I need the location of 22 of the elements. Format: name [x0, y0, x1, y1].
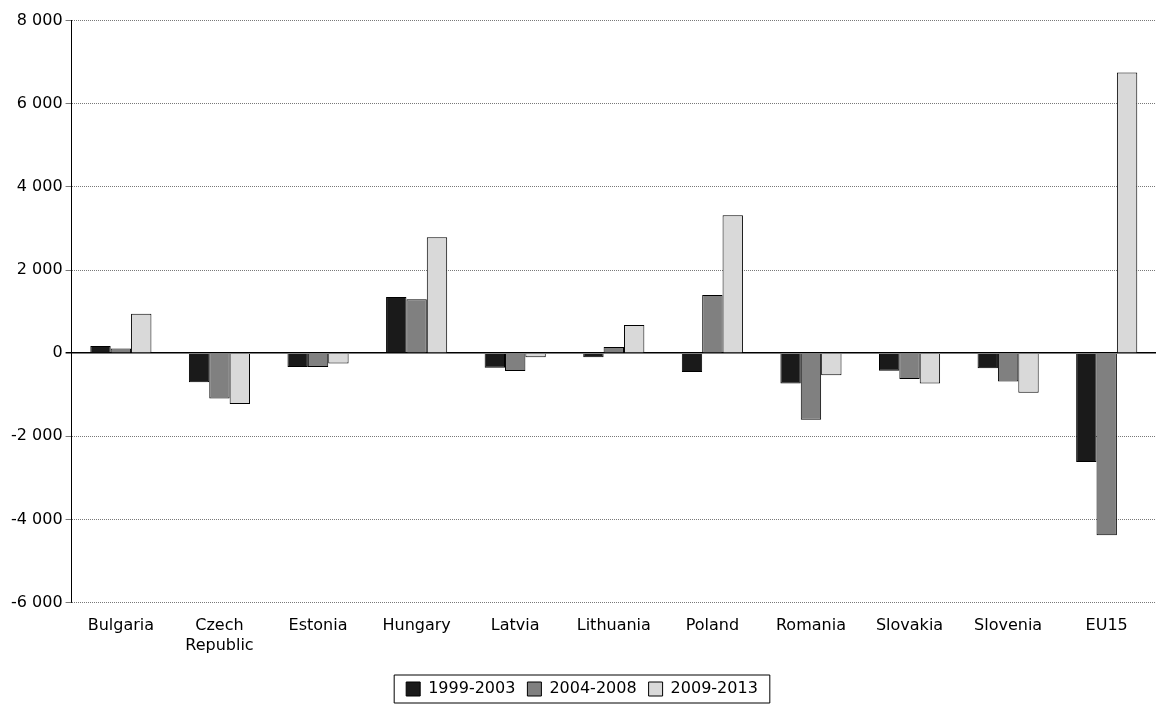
y-tick-label: -6 000	[11, 591, 63, 611]
y-tick-label: 6 000	[16, 92, 63, 112]
y-tick-label: 8 000	[16, 9, 63, 29]
y-tick-label: 4 000	[16, 176, 63, 196]
y-tick-label: 2 000	[16, 259, 63, 279]
x-tick-label: Slovakia	[875, 615, 944, 635]
x-tick-label: Czech Republic	[185, 615, 254, 654]
legend-label: 2009-2013	[670, 678, 758, 698]
y-tick-label: -2 000	[11, 425, 63, 445]
x-tick-label: Estonia	[288, 615, 348, 635]
x-tick-label: EU15	[1085, 615, 1128, 635]
legend-label: 2004-2008	[549, 678, 637, 698]
legend-label: 1999-2003	[428, 678, 516, 698]
x-tick-label: Lithuania	[576, 615, 651, 635]
y-tick-label: 0	[52, 342, 63, 362]
x-tick-label: Poland	[685, 615, 740, 635]
x-tick-label: Slovenia	[974, 615, 1043, 635]
x-tick-label: Latvia	[490, 615, 540, 635]
x-tick-label: Bulgaria	[87, 615, 155, 635]
y-tick-label: -4 000	[11, 508, 63, 528]
x-tick-label: Hungary	[382, 615, 451, 635]
x-tick-label: Romania	[775, 615, 846, 635]
